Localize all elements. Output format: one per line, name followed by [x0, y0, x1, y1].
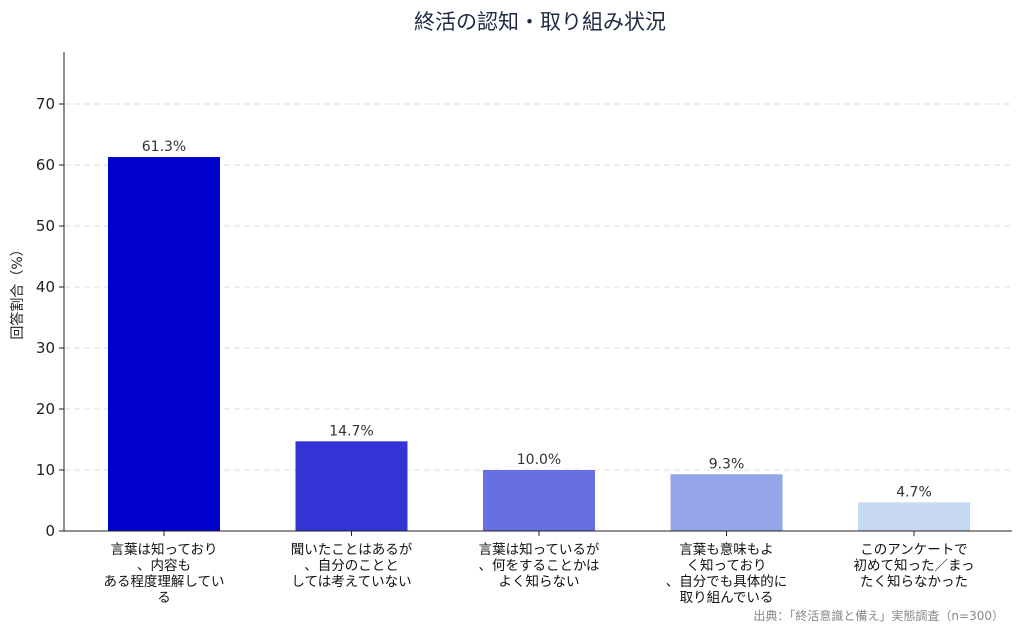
- y-tick-label: 20: [36, 400, 55, 418]
- x-category-label: 聞いたことはあるが: [291, 542, 413, 558]
- x-category-label: る: [157, 590, 171, 606]
- x-category-label: 取り組んでいる: [680, 590, 774, 606]
- x-category-label: よく知らない: [499, 573, 580, 590]
- y-tick-label: 60: [36, 156, 55, 174]
- y-axis-label: 回答割合（%）: [9, 242, 26, 339]
- bar: [858, 502, 970, 531]
- y-tick-label: 70: [36, 95, 55, 113]
- data-label: 61.3%: [142, 139, 186, 155]
- y-ticks: 0 10 20 30 40 50 60 70: [36, 95, 64, 540]
- bar: [108, 157, 220, 531]
- bar: [483, 470, 595, 531]
- chart-title: 終活の認知・取り組み状況: [414, 10, 666, 34]
- x-category-label: 、内容も: [137, 557, 191, 574]
- y-tick-label: 0: [45, 522, 55, 540]
- bars: [108, 157, 970, 531]
- x-category-label: 言葉は知っているが: [479, 541, 600, 558]
- x-category-label: 言葉も意味もよ: [679, 541, 774, 558]
- data-labels: 61.3% 14.7% 10.0% 9.3% 4.7%: [142, 139, 932, 500]
- y-tick-label: 50: [36, 217, 55, 235]
- y-tick-label: 10: [36, 461, 55, 479]
- bar: [295, 441, 408, 531]
- x-category-label: たく知らなかった: [860, 573, 968, 590]
- source-note: 出典：「終活意識と備え」実態調査（n=300）: [753, 608, 1004, 623]
- x-category-label: 、何をすることかは: [479, 558, 600, 574]
- x-category-label: 言葉は知っており: [111, 541, 218, 558]
- data-label: 4.7%: [896, 484, 932, 500]
- data-label: 14.7%: [329, 423, 373, 439]
- x-category-label: 、自分のことと: [304, 558, 399, 574]
- x-category-label: く知っており: [687, 557, 767, 574]
- gridlines: [64, 103, 1012, 471]
- axes: [63, 52, 1012, 532]
- x-category-label: しては考えていない: [291, 574, 411, 590]
- y-tick-label: 40: [36, 278, 55, 296]
- y-tick-label: 30: [36, 339, 55, 357]
- x-category-label: 、自分でも具体的に: [666, 574, 788, 590]
- x-category-label: ある程度理解してい: [103, 574, 224, 590]
- x-category-label: 初めて知った／まっ: [854, 557, 975, 574]
- data-label: 10.0%: [517, 452, 561, 468]
- data-label: 9.3%: [709, 456, 745, 472]
- x-category-label: このアンケートで: [860, 542, 967, 558]
- bar: [670, 474, 783, 531]
